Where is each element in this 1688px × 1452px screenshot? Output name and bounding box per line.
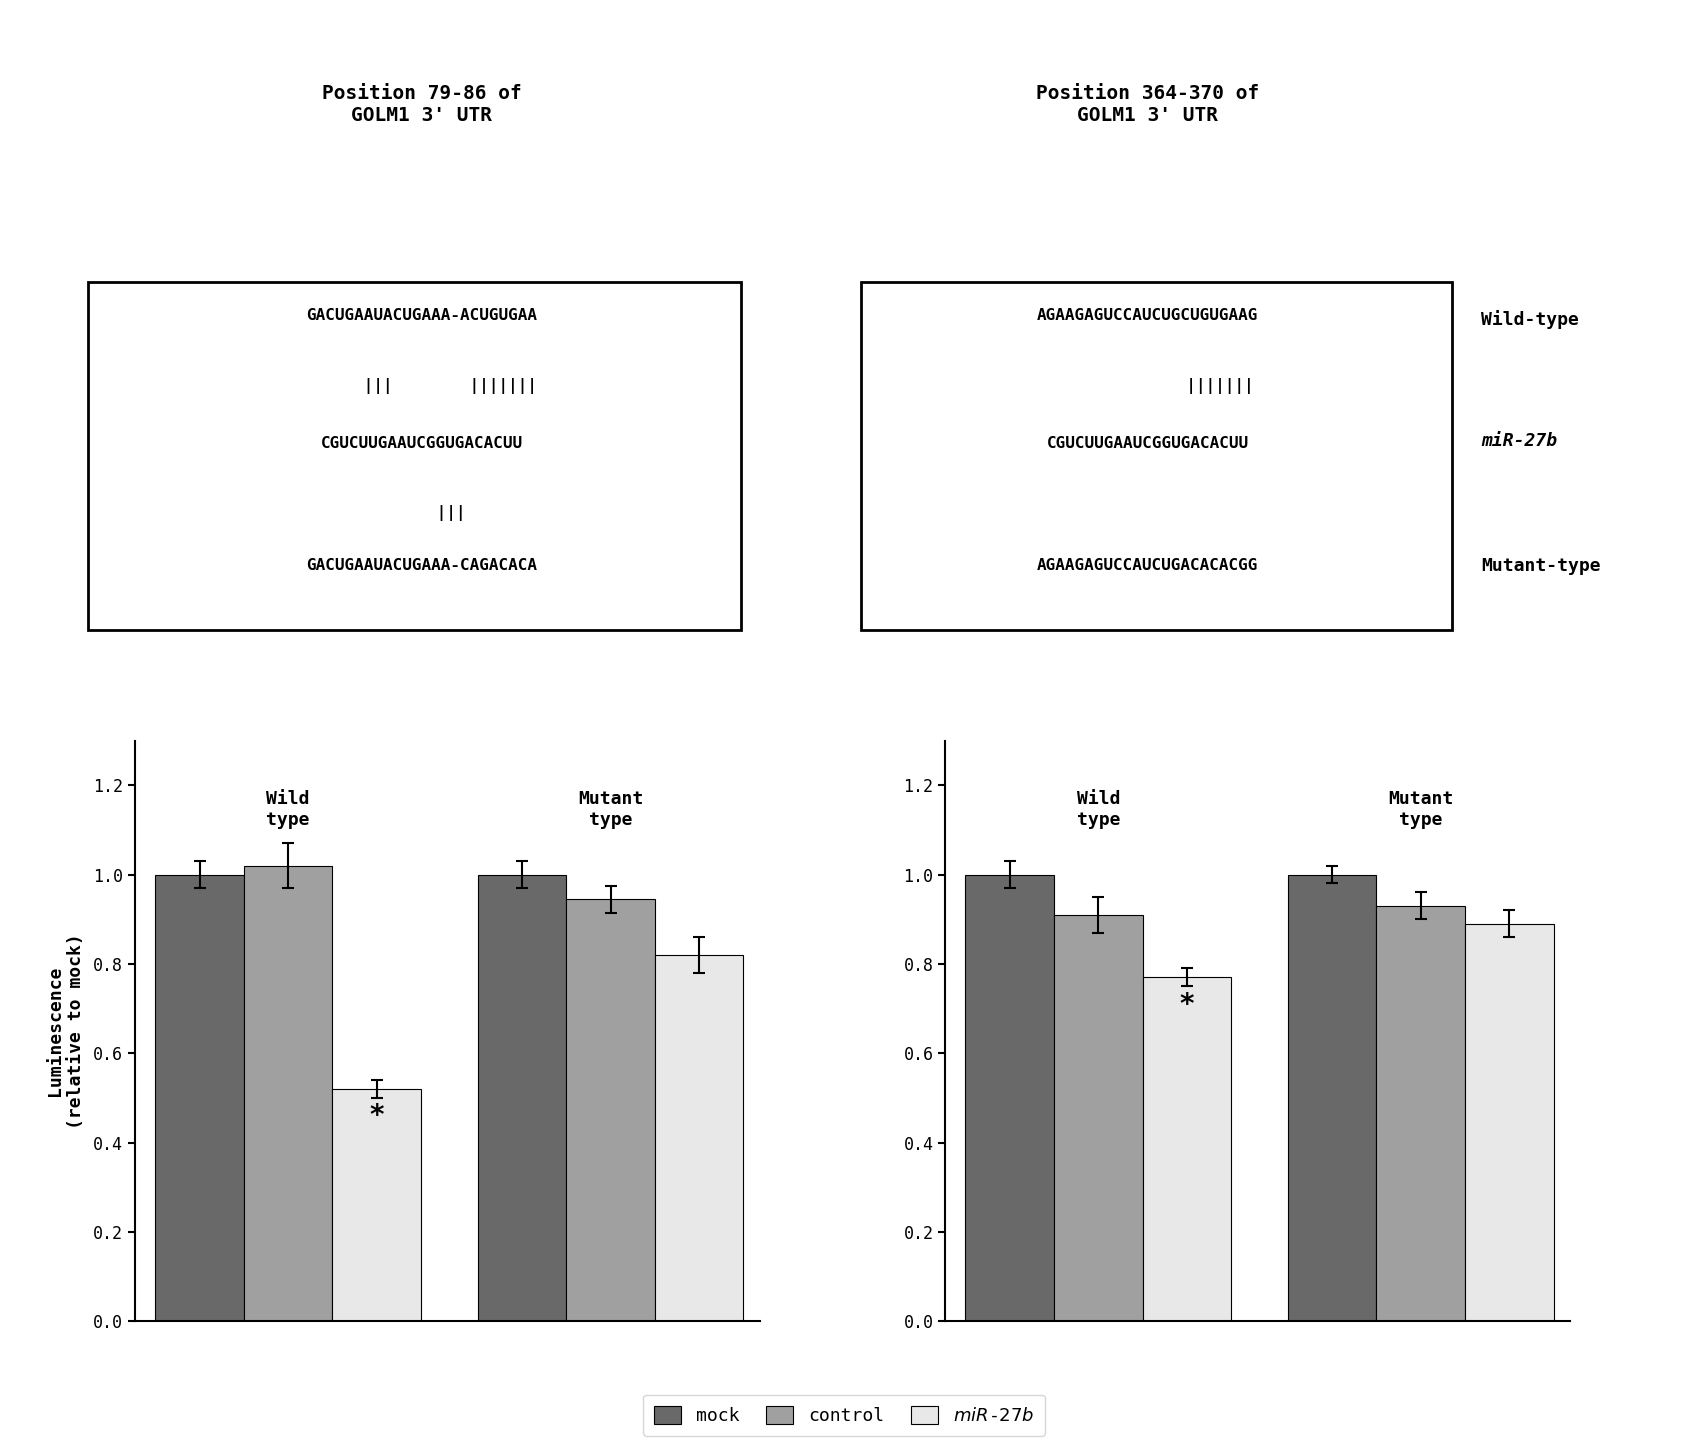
Text: |||        |||||||: ||| ||||||| xyxy=(307,378,537,393)
Text: Wild-type: Wild-type xyxy=(1482,309,1578,330)
Legend: mock, control, $\it{miR}$-$\it{27b}$: mock, control, $\it{miR}$-$\it{27b}$ xyxy=(643,1395,1045,1436)
Text: Wild
type: Wild type xyxy=(267,790,311,829)
Bar xyxy=(565,899,655,1321)
Text: |||||||: ||||||| xyxy=(1041,378,1254,393)
Bar xyxy=(155,874,243,1321)
Text: AGAAGAGUCCAUCUGCUGUGAAG: AGAAGAGUCCAUCUGCUGUGAAG xyxy=(1036,308,1259,322)
Bar xyxy=(478,874,565,1321)
Bar xyxy=(1465,923,1553,1321)
Bar xyxy=(243,865,333,1321)
Text: Position 79-86 of
GOLM1 3' UTR: Position 79-86 of GOLM1 3' UTR xyxy=(322,84,522,125)
Y-axis label: Luminescence
(relative to mock): Luminescence (relative to mock) xyxy=(46,934,84,1128)
Text: Mutant-type: Mutant-type xyxy=(1482,558,1600,575)
Text: |||: ||| xyxy=(378,505,466,521)
Bar xyxy=(1143,977,1231,1321)
Bar xyxy=(1053,915,1143,1321)
Bar xyxy=(966,874,1053,1321)
Text: Position 364-370 of
GOLM1 3' UTR: Position 364-370 of GOLM1 3' UTR xyxy=(1036,84,1259,125)
Text: *: * xyxy=(1180,990,1195,1019)
Bar xyxy=(655,955,743,1321)
Text: miR-27b: miR-27b xyxy=(1482,433,1558,450)
Text: CGUCUUGAAUCGGUGACACUU: CGUCUUGAAUCGGUGACACUU xyxy=(1047,436,1249,450)
Bar xyxy=(1288,874,1376,1321)
Text: Mutant
type: Mutant type xyxy=(1388,790,1453,829)
Bar xyxy=(1376,906,1465,1321)
Text: Mutant
type: Mutant type xyxy=(577,790,643,829)
Text: Wild
type: Wild type xyxy=(1077,790,1121,829)
Text: *: * xyxy=(370,1102,385,1131)
Text: AGAAGAGUCCAUCUGACACACGG: AGAAGAGUCCAUCUGACACACGG xyxy=(1036,558,1259,572)
Bar xyxy=(333,1089,420,1321)
Text: GACUGAAUACUGAAA-CAGACACA: GACUGAAUACUGAAA-CAGACACA xyxy=(307,558,537,572)
Text: GACUGAAUACUGAAA-ACUGUGAA: GACUGAAUACUGAAA-ACUGUGAA xyxy=(307,308,537,322)
Text: CGUCUUGAAUCGGUGACACUU: CGUCUUGAAUCGGUGACACUU xyxy=(321,436,523,450)
